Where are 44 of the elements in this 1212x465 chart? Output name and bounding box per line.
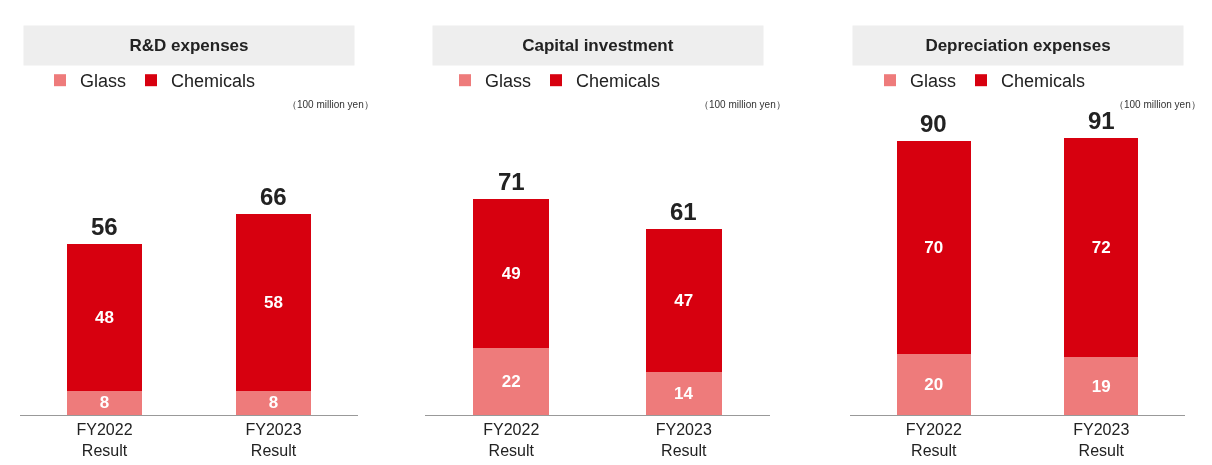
total-label: 90 <box>920 110 947 137</box>
bar <box>645 372 722 415</box>
data-label: 49 <box>501 263 521 283</box>
chart-title: Capital investment <box>522 36 674 55</box>
bar <box>896 354 971 415</box>
total-label: 56 <box>91 213 118 240</box>
bar <box>645 229 722 373</box>
data-label: 8 <box>99 393 110 413</box>
chart-title: R&D expenses <box>129 36 249 55</box>
data-label: 58 <box>264 292 283 312</box>
data-label: 20 <box>924 375 944 395</box>
x-tick-label: FY2023 Result <box>245 421 302 459</box>
total-label: 91 <box>1088 107 1115 134</box>
legend-label: Chemicals <box>171 71 256 92</box>
total-label: 66 <box>260 183 287 210</box>
data-label: 48 <box>95 307 114 327</box>
x-tick-label: FY2022 Result <box>905 421 962 459</box>
chart-title: Depreciation expenses <box>925 36 1111 55</box>
bar <box>1064 137 1139 358</box>
data-label: 8 <box>268 393 279 413</box>
x-tick-label: FY2022 Result <box>483 421 540 459</box>
legend-label: Chemicals <box>576 71 661 92</box>
data-label: 47 <box>674 291 694 311</box>
bar <box>473 347 550 415</box>
legend-label: Glass <box>485 71 532 92</box>
total-label: 61 <box>670 198 697 225</box>
text: （100 million yen） <box>1114 99 1201 110</box>
data-label: 22 <box>501 371 521 391</box>
legend-label: Chemicals <box>1001 71 1086 92</box>
total-label: 71 <box>498 168 525 195</box>
bar <box>896 140 971 355</box>
legend-label: Glass <box>910 71 957 92</box>
data-label: 72 <box>1091 237 1111 257</box>
x-tick-label: FY2022 Result <box>76 421 133 459</box>
text: （100 million yen） <box>287 99 374 110</box>
bar <box>473 198 550 348</box>
bar <box>1064 357 1139 415</box>
data-label: 19 <box>1091 376 1111 396</box>
data-label: 14 <box>674 384 694 404</box>
data-label: 70 <box>924 237 944 257</box>
legend-label: Glass <box>80 71 127 92</box>
text: （100 million yen） <box>699 99 786 110</box>
x-tick-label: FY2023 Result <box>1073 421 1130 459</box>
x-tick-label: FY2023 Result <box>655 421 712 459</box>
